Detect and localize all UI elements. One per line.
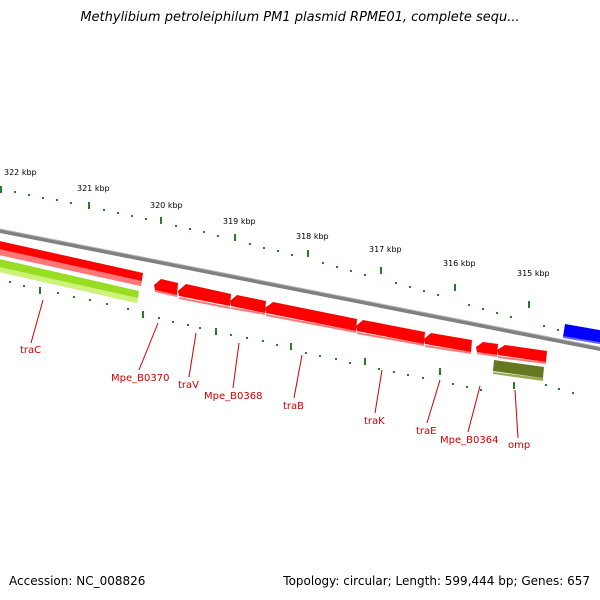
gene-arrow-mpe-b0364 bbox=[476, 342, 498, 355]
gene-label-trak: traK bbox=[364, 416, 385, 427]
scale-label: 317 kbp bbox=[369, 245, 402, 254]
scale-label: 321 kbp bbox=[77, 184, 110, 193]
gene-label-mpe-b0368: Mpe_B0368 bbox=[204, 391, 262, 402]
plasmid-backbone bbox=[0, 228, 600, 352]
gene-label-trab: traB bbox=[283, 401, 304, 412]
accession-text: Accession: NC_008826 bbox=[9, 574, 146, 588]
gene-label-mpe-b0364: Mpe_B0364 bbox=[440, 435, 498, 446]
outer-major-ticks bbox=[0, 186, 530, 308]
gene-arrow-omp bbox=[497, 345, 547, 362]
plasmid-backbone-highlight bbox=[0, 228, 600, 348]
map-title: Methylibium petroleiphilum PM1 plasmid R… bbox=[80, 10, 520, 25]
gene-arrow-trak bbox=[356, 320, 425, 344]
gene-arrow-trav bbox=[178, 284, 231, 306]
inner-scale-track bbox=[9, 281, 574, 394]
gene-arrow-mpe-b0370 bbox=[154, 279, 178, 295]
scale-labels: 322 kbp 321 kbp 320 kbp 319 kbp 318 kbp … bbox=[4, 168, 550, 278]
gene-arrow-mpe-b0368 bbox=[230, 295, 266, 313]
gene-labels: traC Mpe_B0370 traV Mpe_B0368 traB traK … bbox=[20, 345, 530, 451]
scale-label: 322 kbp bbox=[4, 168, 37, 177]
scale-label: 316 kbp bbox=[443, 259, 476, 268]
gene-arrow-trae bbox=[424, 333, 472, 352]
label-leaders bbox=[30, 299, 519, 439]
scale-label: 318 kbp bbox=[296, 232, 329, 241]
gene-label-mpe-b0370: Mpe_B0370 bbox=[111, 373, 169, 384]
gene-label-trav: traV bbox=[178, 380, 199, 391]
gene-label-trac: traC bbox=[20, 345, 41, 356]
gene-arrow-trab bbox=[265, 302, 357, 331]
gene-track bbox=[0, 241, 600, 364]
gene-label-trae: traE bbox=[416, 426, 436, 437]
scale-label: 320 kbp bbox=[150, 201, 183, 210]
topology-summary: Topology: circular; Length: 599,444 bp; … bbox=[283, 574, 590, 588]
scale-label: 319 kbp bbox=[223, 217, 256, 226]
gene-label-omp: omp bbox=[508, 440, 530, 451]
feature-bar-olive bbox=[493, 360, 544, 378]
scale-label: 315 kbp bbox=[517, 269, 550, 278]
